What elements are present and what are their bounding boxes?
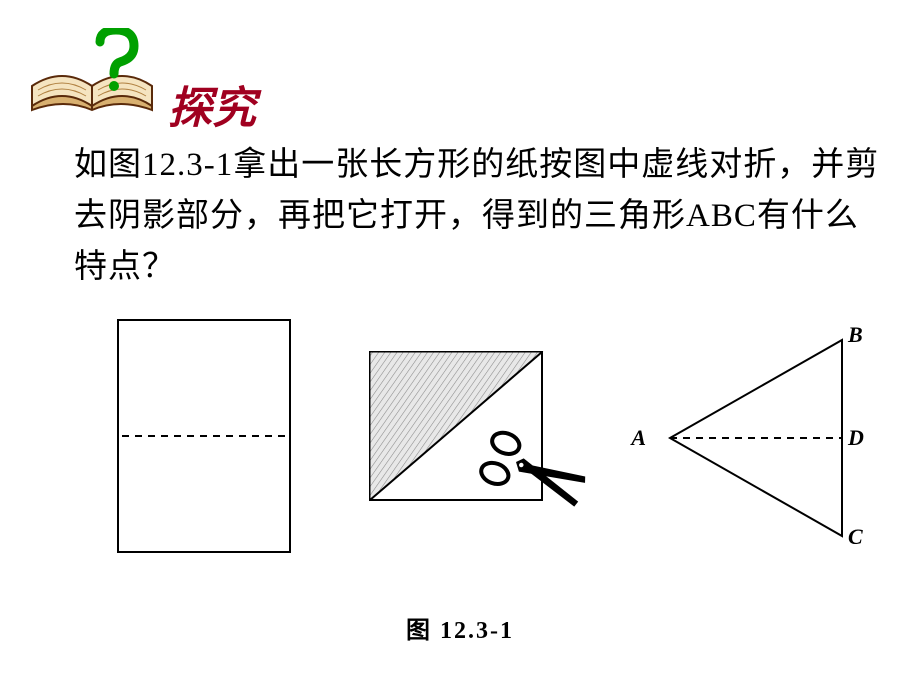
- book-question-icon: [24, 28, 164, 128]
- figure-caption: 图 12.3-1: [0, 610, 920, 645]
- svg-text:D: D: [847, 425, 864, 450]
- section-heading: 探究: [168, 72, 256, 136]
- svg-text:A: A: [629, 425, 646, 450]
- instruction-text: 如图12.3-1拿出一张长方形的纸按图中虚线对折，并剪去阴影部分，再把它打开，得…: [74, 140, 884, 293]
- svg-text:C: C: [848, 524, 863, 549]
- svg-text:B: B: [847, 322, 863, 347]
- figure-12-3-1: A B C D: [60, 310, 880, 600]
